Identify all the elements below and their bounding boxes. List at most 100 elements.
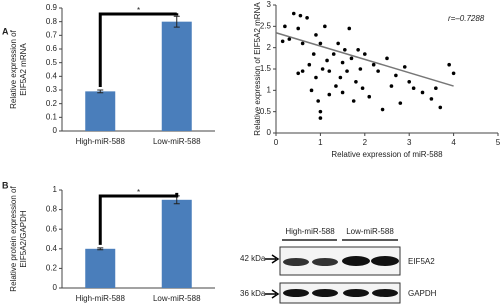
size-label: 36 kDa: [240, 289, 266, 298]
point: [336, 41, 340, 46]
arrow: [265, 289, 280, 299]
point: [363, 52, 367, 56]
point: [376, 69, 380, 73]
band: [312, 258, 338, 266]
point: [280, 39, 285, 44]
y-tick-label: 2.5: [260, 21, 272, 30]
group-label: High-miR-588: [285, 227, 335, 236]
x-tick-label: Low-miR-588: [153, 137, 201, 146]
point: [334, 84, 338, 88]
x-tick-label: High-miR-588: [76, 294, 126, 303]
x-tick-label: 5: [496, 138, 500, 147]
band: [342, 256, 370, 266]
blot-frame: [279, 282, 401, 304]
point: [434, 86, 438, 90]
band: [283, 258, 309, 266]
band: [312, 289, 338, 297]
bar: [85, 248, 116, 288]
point: [300, 41, 305, 46]
size-label: 42 kDa: [240, 254, 266, 263]
x-tick-label: 3: [407, 138, 412, 147]
y-tick-label: 0.4: [46, 244, 58, 253]
point: [331, 52, 336, 56]
point: [300, 69, 305, 73]
significance: *: [137, 188, 140, 197]
point: [429, 97, 434, 101]
y-axis-label: EIF5A2/GAPDH: [19, 210, 28, 268]
significance: *: [137, 6, 140, 15]
point: [398, 101, 403, 105]
point: [356, 48, 360, 52]
y-tick-label: 0: [53, 126, 58, 135]
y-axis-label: Relative expression of EIF5A2 mRNA: [253, 2, 262, 136]
error-bar: [97, 247, 104, 251]
point: [394, 73, 398, 78]
point: [327, 92, 332, 97]
y-axis-label: Relative protein expression of: [9, 186, 18, 292]
band: [343, 289, 369, 297]
point: [389, 84, 394, 88]
point: [323, 24, 327, 29]
y-tick-label: 0.3: [46, 85, 58, 94]
point: [411, 86, 416, 90]
protein-label: EIF5A2: [408, 257, 435, 266]
annotation: r=–0.7288: [448, 14, 485, 23]
x-tick-label: 1: [318, 138, 323, 147]
point: [325, 58, 329, 63]
western-blot: High-miR-588 Low-miR-588 42 kDa 36 kDa E…: [240, 227, 437, 304]
error-bar: [97, 89, 104, 94]
y-tick-label: 0.1: [46, 112, 58, 121]
point: [351, 99, 356, 103]
x-tick-label: 0: [274, 138, 279, 147]
y-tick-label: 0: [53, 283, 58, 292]
point: [380, 107, 385, 112]
point: [283, 24, 287, 29]
y-tick-label: 0.5: [46, 58, 58, 67]
x-axis-label: Relative expression of miR-588: [331, 150, 443, 159]
x-tick-label: 4: [451, 138, 456, 147]
y-tick-label: 1: [53, 185, 58, 194]
point: [296, 71, 301, 76]
point: [354, 80, 358, 84]
y-tick-label: 0: [267, 128, 272, 137]
y-tick-label: 2: [267, 43, 272, 52]
group-label: Low-miR-588: [346, 227, 394, 236]
point: [311, 52, 316, 56]
y-tick-label: 0.4: [46, 71, 58, 80]
x-tick-label: Low-miR-588: [153, 294, 201, 303]
point: [316, 99, 320, 103]
point: [318, 116, 323, 120]
point: [305, 15, 309, 20]
point: [371, 62, 376, 67]
panel-label: A: [2, 26, 9, 36]
significance-bracket: [98, 12, 179, 87]
point: [367, 94, 372, 99]
point: [407, 80, 412, 84]
point: [287, 37, 292, 41]
point: [438, 105, 443, 110]
x-tick-label: High-miR-588: [76, 137, 126, 146]
point: [307, 62, 312, 67]
point: [447, 62, 451, 67]
band: [283, 289, 309, 297]
point: [451, 71, 456, 76]
y-axis-label: EIF5A2 mRNA: [19, 43, 28, 96]
x-tick-label: 2: [363, 138, 368, 147]
y-tick-label: 0.2: [46, 264, 58, 273]
point: [314, 33, 318, 37]
arrow: [265, 254, 280, 264]
point: [345, 69, 349, 73]
y-tick-label: 0.7: [46, 30, 58, 39]
point: [340, 90, 345, 95]
trendline: [275, 32, 454, 87]
bar: [85, 91, 116, 131]
point: [327, 69, 332, 73]
band: [372, 289, 398, 297]
protein-label: GAPDH: [408, 289, 437, 298]
point: [338, 75, 343, 80]
y-tick-label: 1: [267, 85, 272, 94]
y-tick-label: 0.8: [46, 205, 58, 214]
point: [349, 56, 354, 61]
point: [420, 90, 425, 95]
